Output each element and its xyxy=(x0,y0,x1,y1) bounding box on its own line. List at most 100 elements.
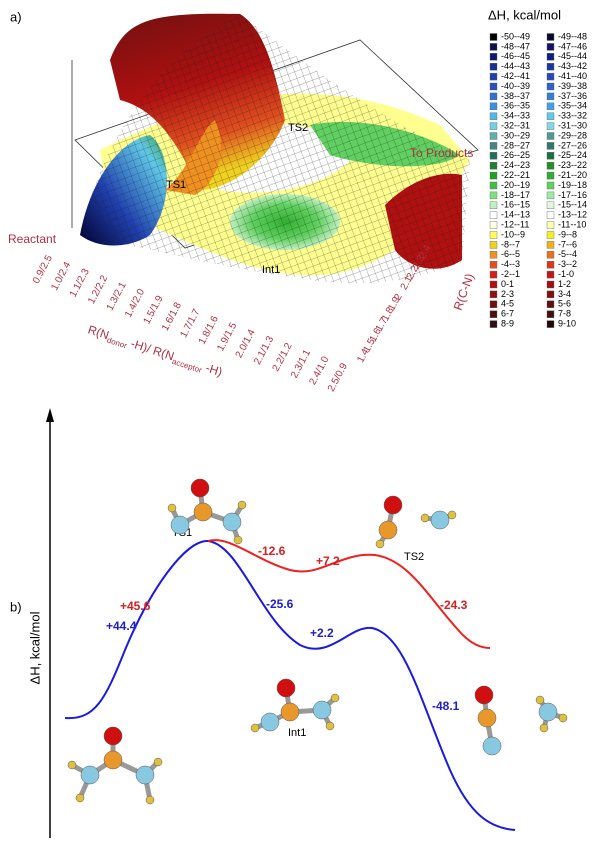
legend-label: 3-4 xyxy=(558,289,571,299)
legend-label: -43--42 xyxy=(558,61,587,71)
energy-label: -24.3 xyxy=(440,598,468,612)
legend-label: -12--11 xyxy=(501,219,529,229)
x-tick-label: 1.0/2.4 xyxy=(49,260,73,293)
blue-profile xyxy=(64,539,516,831)
legend-swatch xyxy=(489,201,498,210)
energy-label: +45.6 xyxy=(120,599,151,613)
red-profile xyxy=(207,539,491,649)
legend-swatch xyxy=(489,241,498,249)
legend-swatch xyxy=(489,102,498,111)
legend-label: -37--36 xyxy=(558,91,587,101)
annotation: TS2 xyxy=(288,122,308,134)
legend-swatch xyxy=(489,251,498,259)
legend-label: -19--18 xyxy=(558,180,587,190)
legend-swatch xyxy=(489,290,498,299)
legend-label: -6--5 xyxy=(501,249,520,259)
x-tick-label: 2.4/1.0 xyxy=(307,354,331,387)
legend-label: -34--33 xyxy=(501,111,530,121)
x-tick-label: 1.2/2.2 xyxy=(86,273,110,306)
legend-swatch xyxy=(546,53,555,61)
x-tick-label: 1.9/1.5 xyxy=(215,321,239,354)
legend-swatch xyxy=(546,261,555,269)
legend-swatch xyxy=(546,231,555,239)
legend-label: -20--19 xyxy=(501,180,530,190)
legend-swatch xyxy=(489,161,498,170)
legend-label: 6-7 xyxy=(501,309,514,319)
legend-swatch xyxy=(489,261,498,269)
legend-swatch xyxy=(546,280,555,289)
legend-swatch xyxy=(546,63,555,71)
legend-swatch xyxy=(546,112,555,120)
legend-swatch xyxy=(546,290,555,299)
legend-label: -45--44 xyxy=(558,51,587,61)
legend-label: -49--48 xyxy=(558,31,587,41)
legend-swatch xyxy=(546,251,555,259)
legend-swatch xyxy=(546,142,555,150)
legend-label: -48--47 xyxy=(501,41,530,51)
legend-label: -28--27 xyxy=(501,140,530,150)
legend-label: -4--3 xyxy=(501,259,520,269)
legend-label: -33--32 xyxy=(558,111,587,121)
x-tick-label: 1.8/1.6 xyxy=(197,314,221,347)
annotation: Int1 xyxy=(262,264,280,276)
legend-label: 8-9 xyxy=(501,318,514,328)
legend-swatch xyxy=(546,82,555,91)
legend-swatch xyxy=(546,161,555,170)
legend-swatch xyxy=(489,152,498,160)
panel-label: a) xyxy=(10,9,22,24)
legend-label: -38--37 xyxy=(501,91,530,101)
energy-label: +7.2 xyxy=(316,554,340,568)
legend-swatch xyxy=(546,33,555,41)
legend-swatch xyxy=(489,211,498,219)
legend-swatch xyxy=(489,132,498,140)
legend-swatch xyxy=(546,132,555,140)
legend-label: -8--7 xyxy=(501,239,520,249)
title-part: R(N xyxy=(86,323,111,343)
legend-label: 4-5 xyxy=(501,299,514,309)
legend-label: -24--23 xyxy=(501,160,530,170)
legend-label: 7-8 xyxy=(558,309,571,319)
structure-label: TS2 xyxy=(404,551,424,563)
legend-swatch xyxy=(546,310,555,318)
legend-swatch xyxy=(546,43,555,51)
legend-swatch xyxy=(489,280,498,289)
legend-label: -1-0 xyxy=(558,269,574,279)
legend-label: -30--29 xyxy=(501,130,530,140)
legend-swatch xyxy=(489,33,498,41)
x-tick-label: 2.1/1.3 xyxy=(252,334,276,367)
legend-swatch xyxy=(546,102,555,111)
legend-swatch xyxy=(489,300,498,308)
legend-label: 2-3 xyxy=(501,289,514,299)
legend-label: -36--35 xyxy=(501,101,530,111)
annotation: TS1 xyxy=(166,179,186,191)
legend-swatch xyxy=(546,171,555,180)
legend-label: 9-10 xyxy=(558,318,576,328)
legend-swatch xyxy=(489,63,498,71)
annotation: Reactant xyxy=(8,232,57,246)
legend-label: -47--46 xyxy=(558,41,587,51)
legend-label: -42--41 xyxy=(501,71,530,81)
panel-label: b) xyxy=(10,599,22,614)
legend-label: 1-2 xyxy=(558,279,571,289)
legend-label: -13--12 xyxy=(558,210,587,220)
legend-swatch xyxy=(546,221,555,229)
x-tick-label: 1.7/1.7 xyxy=(178,307,202,340)
legend-swatch xyxy=(489,181,498,190)
legend-swatch xyxy=(489,231,498,239)
x-tick-label: 1.1/2.3 xyxy=(68,267,92,300)
y-axis-title: R(C-N) xyxy=(451,272,477,312)
legend-swatch xyxy=(489,122,498,130)
x-tick-label: 0.9/2.5 xyxy=(31,253,55,286)
surface-plot xyxy=(71,13,479,284)
legend-swatch xyxy=(546,122,555,130)
energy-label: +2.2 xyxy=(310,626,334,640)
legend-label: -17--16 xyxy=(558,190,587,200)
legend-label: -29--28 xyxy=(558,130,587,140)
x-tick-label: 1.5/1.9 xyxy=(142,294,166,327)
energy-label: +44.4 xyxy=(106,619,137,633)
legend-label: -31--30 xyxy=(558,120,587,130)
axis-arrow xyxy=(46,408,54,422)
legend-label: 0-1 xyxy=(501,279,514,289)
legend-label: -11--10 xyxy=(558,219,586,229)
legend-swatch xyxy=(546,320,555,328)
